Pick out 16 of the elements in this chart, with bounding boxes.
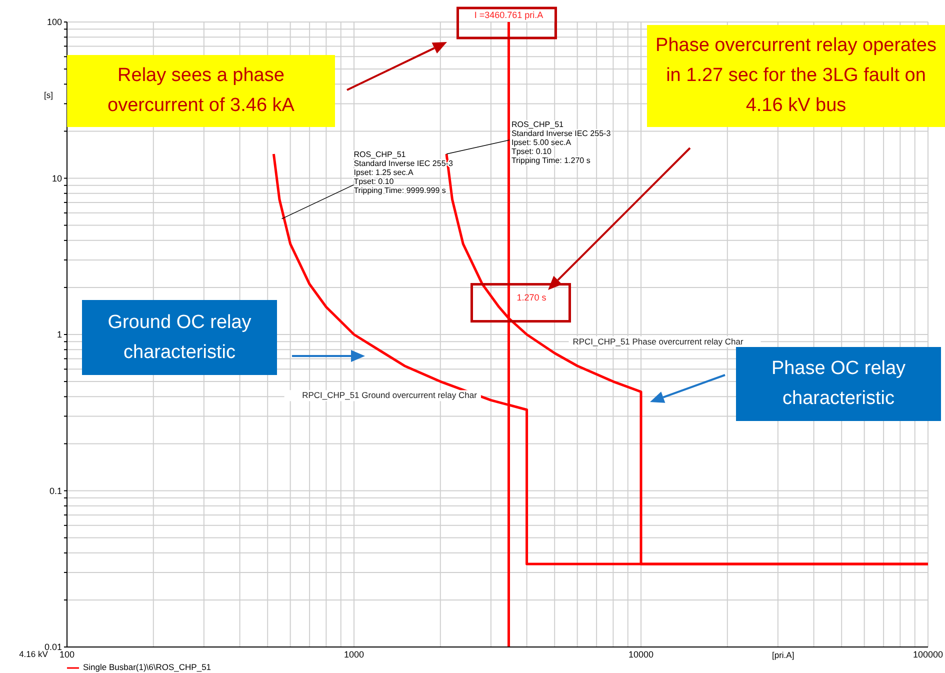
x-tick-label: 100 (59, 649, 75, 660)
x-tick-label: 1000 (344, 649, 364, 660)
annotation: I =3460.761 pri.A (474, 10, 544, 20)
y-tick-label: 100 (46, 17, 62, 28)
x-tick-label: 10000 (628, 649, 654, 660)
y-tick-label: 1 (56, 330, 62, 340)
x-tick-label: 100000 (912, 649, 944, 660)
x-axis-title: [pri.A] (772, 650, 794, 660)
annotation: 1.270 s (516, 292, 547, 302)
annotation: ROS_CHP_51 Standard Inverse IEC 255-3 Ipset: 5.00 sec.A Tpset: 0.10 Tripping Time: 1.270 s (511, 120, 612, 165)
legend-label: Single Busbar(1)\6\ROS_CHP_51 (83, 662, 212, 672)
series-label: RPCI_CHP_51 Ground overcurrent relay Char (302, 390, 478, 400)
y-axis-title: [s] (44, 90, 53, 100)
series-label: RPCI_CHP_51 Phase overcurrent relay Char (572, 336, 744, 346)
y-tick-label: 0.1 (49, 486, 62, 496)
y-tick-label: 10 (52, 173, 62, 184)
